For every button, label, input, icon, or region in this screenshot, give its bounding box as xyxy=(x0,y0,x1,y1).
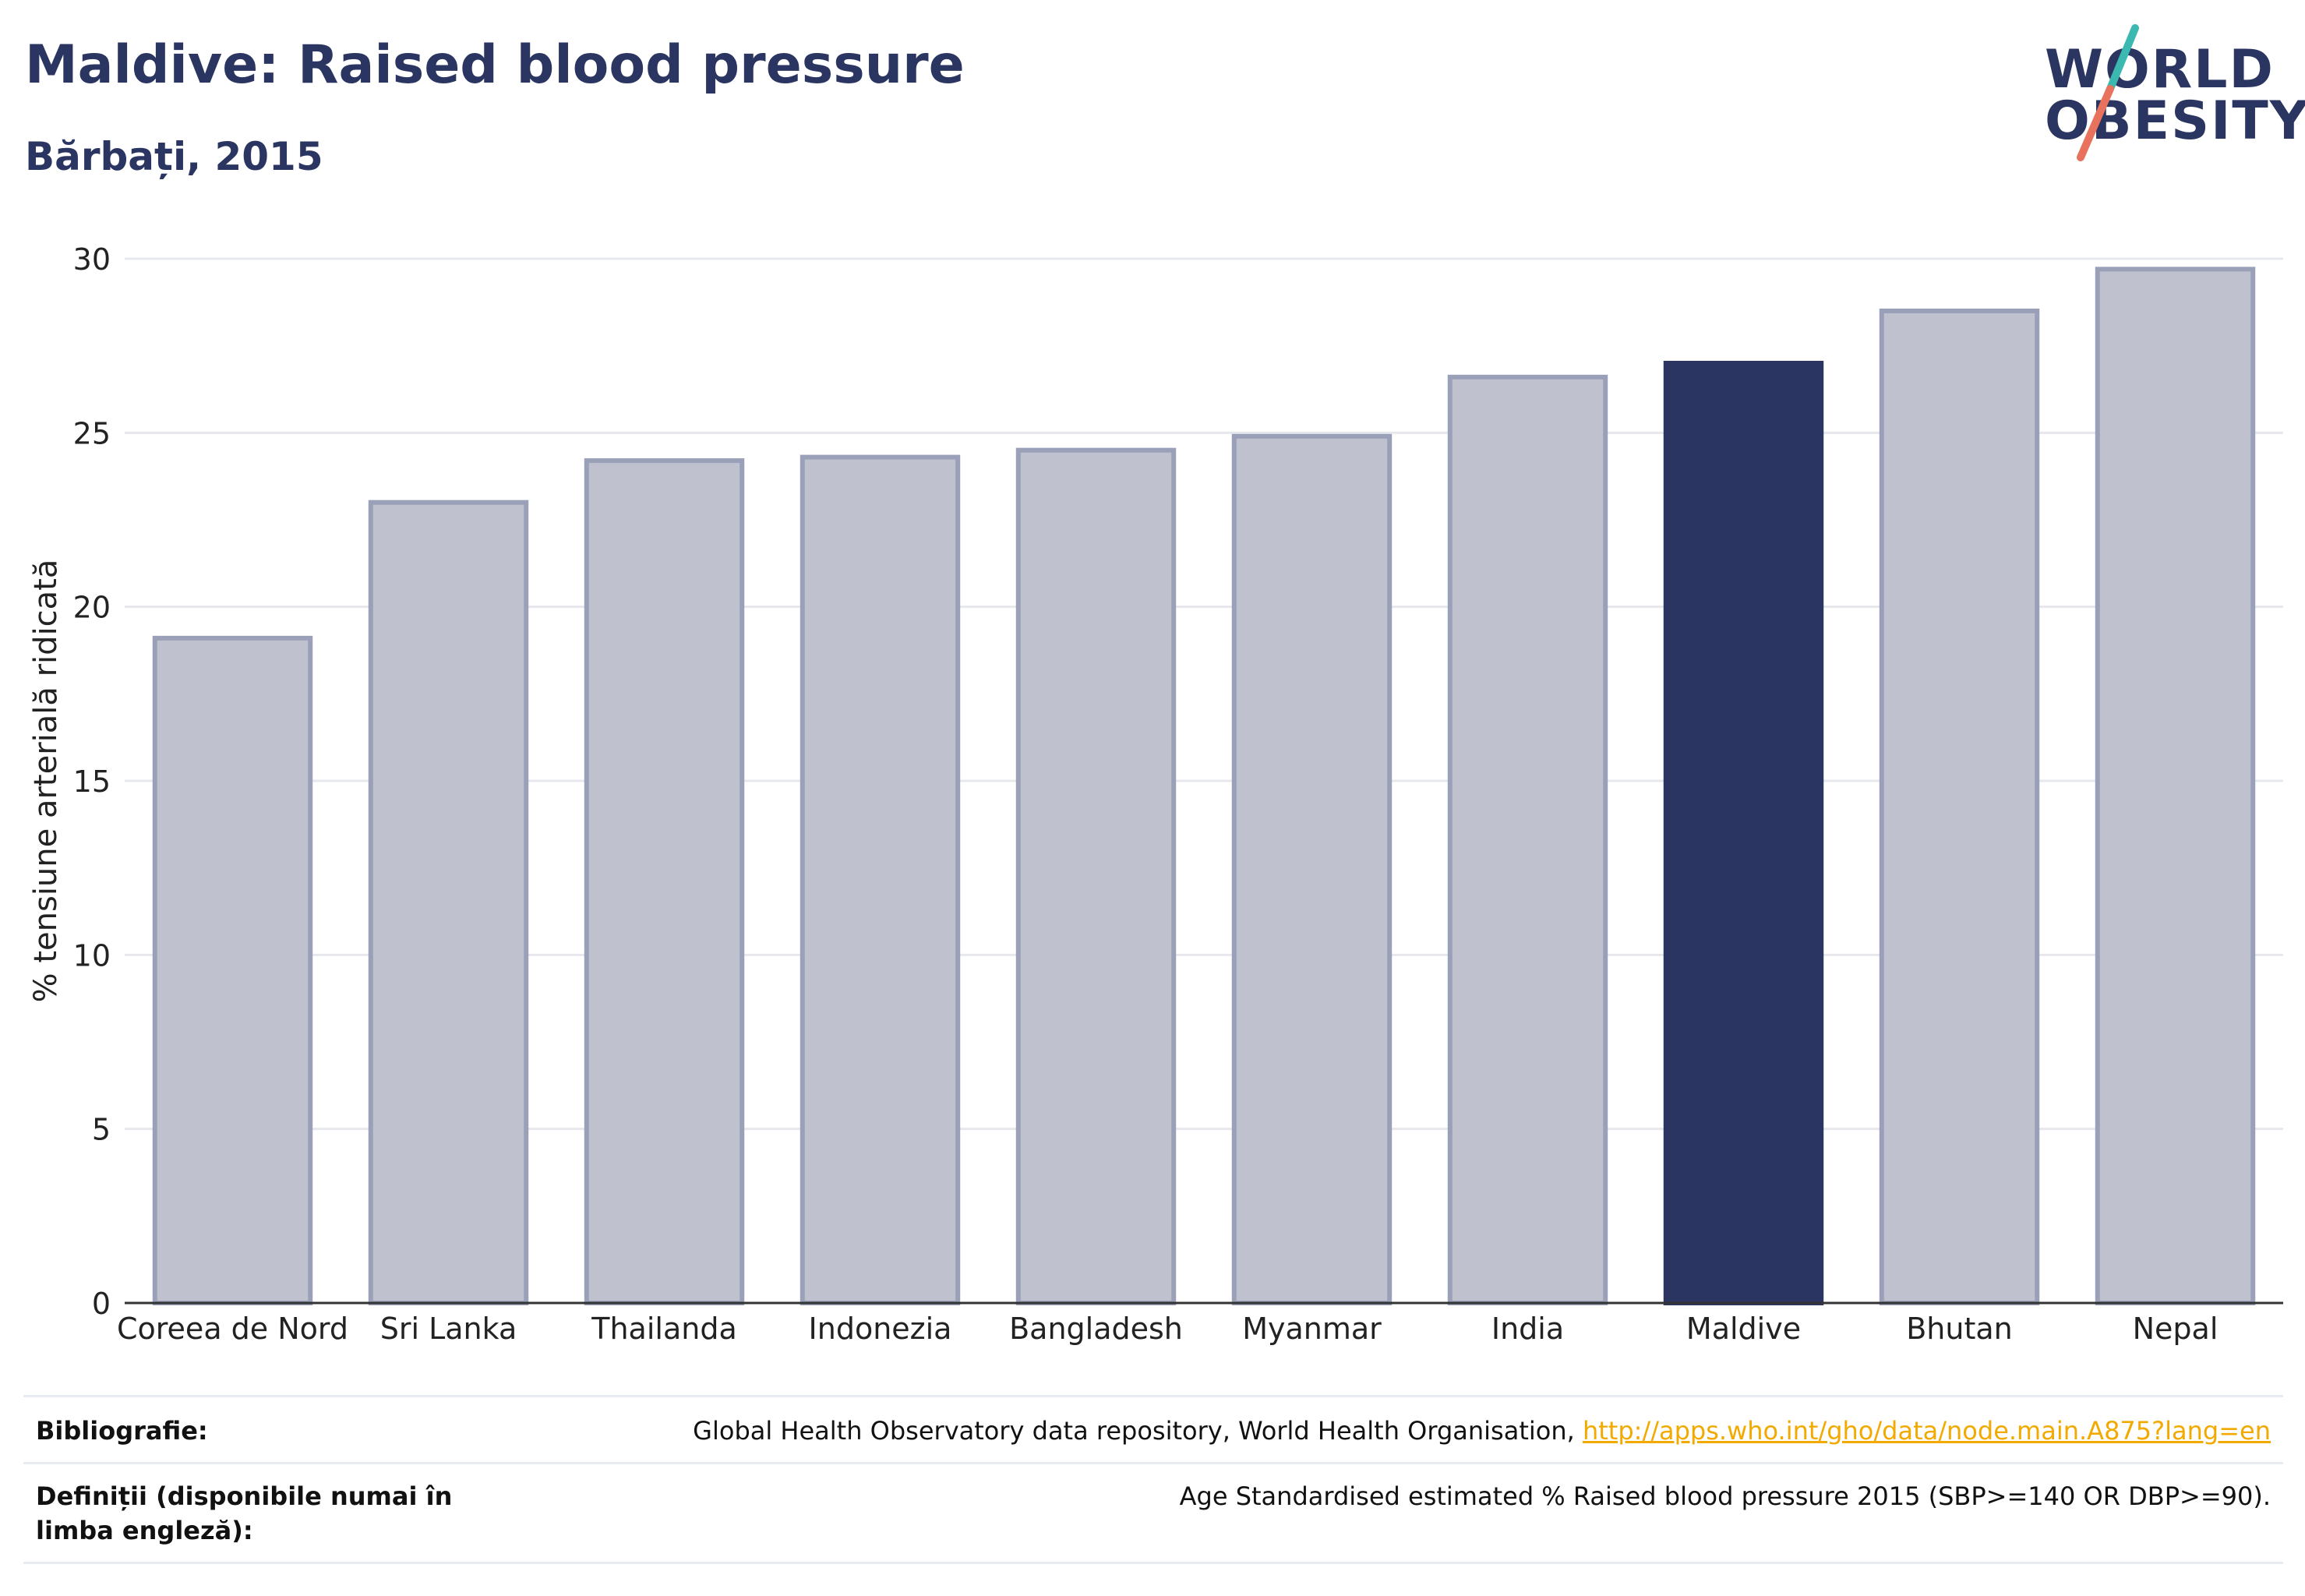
definition-value: Age Standardised estimated % Raised bloo… xyxy=(1179,1481,2271,1511)
x-tick-label: Indonezia xyxy=(809,1312,952,1346)
bar-myanmar xyxy=(1231,433,1393,1305)
bar-sri-lanka xyxy=(368,500,529,1306)
bar-bhutan xyxy=(1879,309,2040,1305)
x-tick-label: Nepal xyxy=(2133,1312,2219,1346)
y-tick-label: 10 xyxy=(73,938,111,973)
y-tick-label: 25 xyxy=(73,416,111,450)
bar-maldive xyxy=(1663,361,1824,1305)
world-obesity-logo: WORLD OBESITY xyxy=(2034,23,2305,164)
source-text: Global Health Observatory data repositor… xyxy=(693,1416,1583,1446)
x-tick-label: Myanmar xyxy=(1242,1312,1382,1346)
page-title: Maldive: Raised blood pressure xyxy=(25,34,965,96)
logo-slash-icon xyxy=(2077,24,2139,161)
x-tick-label: Bhutan xyxy=(1906,1312,2013,1346)
bar-coreea-de-nord xyxy=(152,635,313,1305)
footer-divider xyxy=(23,1562,2283,1564)
bar-india xyxy=(1447,374,1608,1305)
chart-axes: 0 5 10 15 20 25 30 Coreea de Nord Sri Lanka Thail… xyxy=(28,242,2283,1346)
bar-nepal xyxy=(2095,267,2256,1305)
y-tick-label: 20 xyxy=(73,591,111,625)
x-tick-label: Bangladesh xyxy=(1009,1312,1183,1346)
y-axis-label: % tensiune arterială ridicată xyxy=(28,560,64,1003)
footer-divider xyxy=(23,1395,2283,1397)
y-tick-label: 5 xyxy=(92,1113,111,1147)
footer-divider xyxy=(23,1462,2283,1464)
page-subtitle: Bărbați, 2015 xyxy=(25,134,323,179)
bar-thailanda xyxy=(584,458,745,1306)
x-tick-label: Coreea de Nord xyxy=(117,1312,348,1346)
chart-bars xyxy=(152,267,2256,1306)
bar-chart: 0 5 10 15 20 25 30 Coreea de Nord Sri Lanka Thail… xyxy=(28,242,2283,1346)
footer-definition-row: Definiții (disponibile numai în limba en… xyxy=(23,1479,2283,1557)
y-tick-label: 30 xyxy=(73,242,111,277)
source-label: Bibliografie: xyxy=(36,1416,208,1446)
definition-label: Definiții (disponibile numai în limba en… xyxy=(36,1481,453,1545)
y-tick-label: 15 xyxy=(73,764,111,799)
source-link[interactable]: http://apps.who.int/gho/data/node.main.A… xyxy=(1582,1416,2271,1446)
source-value: Global Health Observatory data repositor… xyxy=(693,1414,2271,1448)
footer-source-row: Bibliografie: Global Health Observatory … xyxy=(23,1414,2283,1460)
y-tick-label: 0 xyxy=(92,1287,111,1321)
x-tick-label: Maldive xyxy=(1686,1312,1801,1346)
bar-indonezia xyxy=(800,454,961,1306)
bar-bangladesh xyxy=(1015,447,1177,1306)
x-tick-label: India xyxy=(1491,1312,1564,1346)
logo-text-world: WORLD xyxy=(2045,39,2275,101)
x-tick-label: Thailanda xyxy=(591,1312,736,1346)
x-tick-label: Sri Lanka xyxy=(380,1312,517,1346)
